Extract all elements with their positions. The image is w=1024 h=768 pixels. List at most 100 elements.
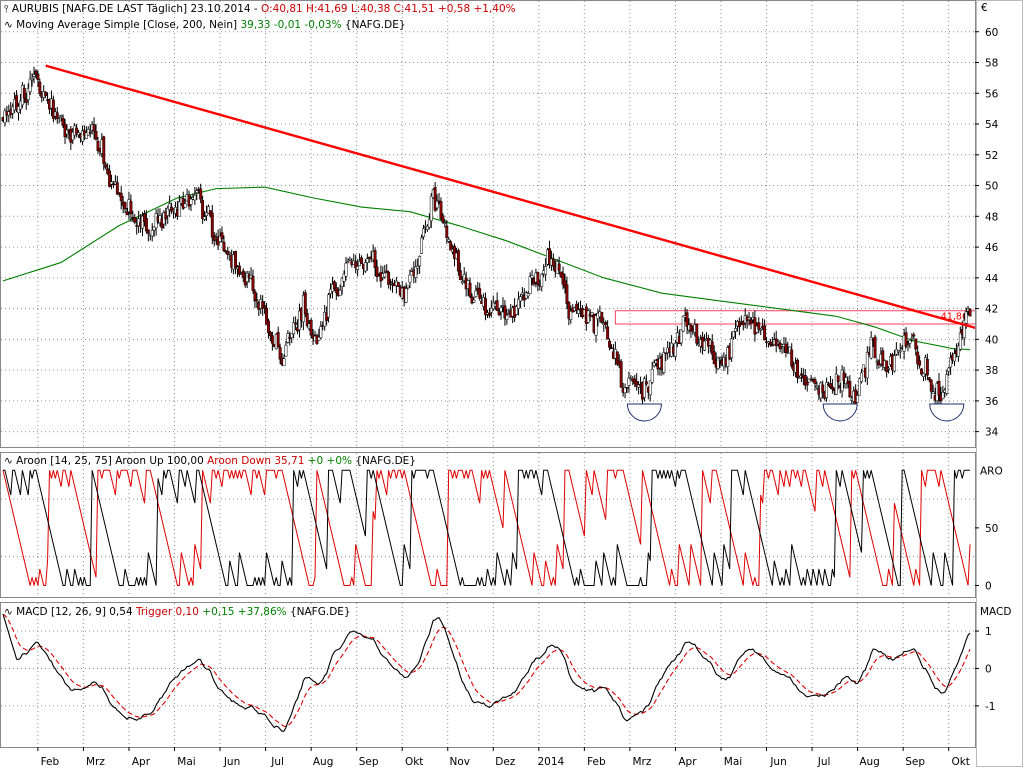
candle-body — [908, 340, 912, 344]
candle-body — [662, 352, 666, 373]
candle-body — [652, 362, 656, 366]
macd-legend-name: MACD [12, 26, 9] 0,54 — [16, 606, 133, 618]
candle-body — [36, 73, 40, 80]
candle-body — [956, 345, 960, 357]
candle-body — [600, 312, 604, 323]
price-legend-name: AURUBIS [NAFG.DE LAST Täglich] 23.10.201… — [11, 3, 258, 15]
candle-body — [770, 344, 774, 347]
x-tick-label: Dez — [495, 756, 516, 768]
candle-body — [340, 277, 344, 287]
candle-body — [906, 344, 910, 346]
candle-body — [263, 305, 267, 309]
candle-body — [619, 361, 623, 388]
candle-body — [81, 130, 84, 142]
price-tick-label: 38 — [985, 365, 998, 377]
candle-body — [108, 170, 112, 187]
candle-body — [468, 282, 472, 297]
price-tick-label: 36 — [985, 396, 999, 408]
candle-body — [443, 222, 447, 224]
candle-body — [104, 164, 108, 168]
price-tick-label: 44 — [985, 273, 999, 285]
candle-body — [904, 332, 908, 347]
x-tick-label: Mrz — [632, 756, 651, 768]
candle-body — [305, 313, 309, 327]
candle-body — [557, 263, 561, 271]
price-tick-label: 52 — [985, 150, 998, 162]
candle-body — [606, 326, 610, 340]
bottom-arc — [822, 403, 858, 422]
candle-body — [228, 252, 232, 254]
candle-body — [38, 81, 42, 94]
candle-body — [941, 392, 945, 400]
candle-body — [210, 212, 214, 238]
candle-body — [265, 307, 269, 325]
candle-body — [119, 192, 123, 202]
price-tick-label: 34 — [985, 427, 999, 439]
candle-body — [623, 387, 627, 394]
candle-body — [373, 250, 377, 269]
candle-body — [931, 391, 935, 394]
candle-body — [220, 232, 224, 240]
candle-body — [24, 98, 28, 103]
candle-body — [561, 273, 565, 285]
candle-body — [460, 281, 464, 284]
currency-unit-label: € — [981, 2, 988, 14]
candle-body — [458, 270, 462, 280]
candle-body — [427, 219, 431, 228]
candle-body — [290, 333, 294, 339]
aroon-axis-title: ARO — [980, 465, 1003, 477]
candle-body — [732, 331, 736, 338]
candle-body — [922, 373, 925, 377]
candle-body — [168, 203, 172, 210]
candle-body — [964, 311, 968, 324]
candle-body — [681, 315, 685, 332]
candle-body — [205, 212, 208, 217]
candle-body — [270, 335, 274, 344]
candle-body — [577, 309, 580, 314]
candle-body — [530, 275, 534, 279]
candle-body — [3, 110, 7, 123]
ma-legend: ∿ Moving Average Simple [Close, 200, Nei… — [4, 19, 406, 31]
price-pane: 41,86 — [1, 64, 975, 422]
candle-body — [910, 337, 914, 340]
candle-body — [945, 374, 949, 394]
x-tick-label: Sep — [359, 756, 379, 768]
candle-body — [425, 225, 429, 230]
candle-body — [406, 285, 410, 288]
candle-body — [563, 280, 567, 288]
aroon-legend-name: Aroon [14, 25, 75] Aroon Up 100,00 — [16, 455, 204, 467]
candle-body — [203, 216, 206, 220]
candle-body — [548, 248, 551, 266]
candle-body — [821, 384, 825, 393]
candle-body — [28, 78, 32, 93]
candle-body — [375, 266, 379, 278]
candle-body — [644, 381, 648, 385]
candle-body — [718, 359, 722, 361]
aroon-up-line — [3, 469, 970, 586]
x-tick-label: Jul — [817, 756, 831, 768]
candle-body — [195, 190, 199, 193]
macd-pane-frame — [0, 602, 976, 748]
candle-body — [664, 352, 668, 355]
candle-body — [360, 257, 363, 264]
bottom-arc — [626, 403, 662, 422]
x-tick-label: Mrz — [86, 756, 105, 768]
candle-body — [418, 256, 422, 267]
candle-body — [112, 183, 115, 186]
candle-body — [887, 367, 891, 370]
candle-body — [497, 311, 501, 316]
candle-body — [695, 323, 699, 344]
candle-body — [146, 229, 150, 234]
axis-column-frame — [976, 0, 1023, 767]
candle-body — [284, 344, 288, 357]
candle-body — [61, 117, 65, 126]
candle-body — [144, 217, 148, 232]
macd-legend-change: +0,15 +37,86% — [202, 606, 287, 618]
candle-body — [84, 132, 88, 139]
x-tick-label: Okt — [405, 756, 423, 768]
candle-body — [15, 95, 19, 111]
candle-body — [445, 226, 449, 238]
candle-body — [449, 241, 453, 251]
candle-body — [685, 312, 689, 328]
candle-body — [885, 360, 889, 373]
